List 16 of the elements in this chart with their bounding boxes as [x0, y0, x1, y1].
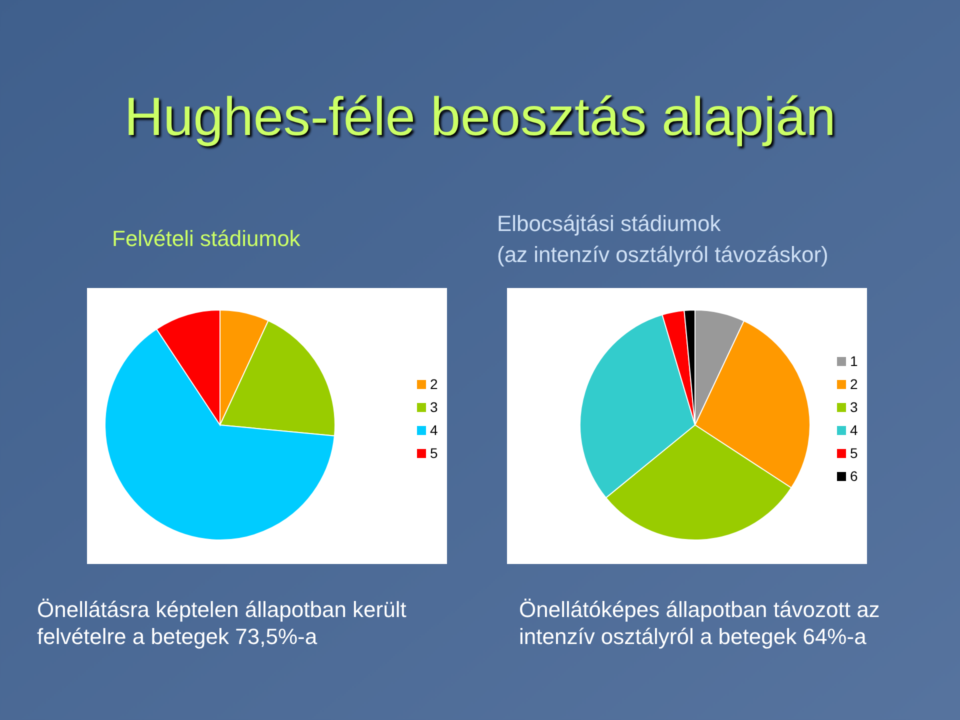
legend-label: 3	[430, 399, 438, 415]
chart-subtitle: (az intenzív osztályról távozáskor)	[497, 242, 828, 267]
chart-title: Felvételi stádiumok	[112, 226, 302, 251]
legend-label: 5	[850, 445, 858, 461]
text: Hughes-féle beosztás alapján	[124, 87, 836, 147]
legend-label: 2	[430, 376, 438, 392]
legend-label: 4	[850, 422, 858, 438]
legend-label: 4	[430, 422, 438, 438]
legend-label: 2	[850, 376, 858, 392]
legend-label: 6	[850, 468, 858, 484]
text: Önellátóképes állapotban távozott az intenzív osztályról a betegek 64%-a	[519, 597, 880, 649]
legend-label: 3	[850, 399, 858, 415]
legend-label: 1	[850, 353, 858, 369]
legend-label: 5	[430, 445, 438, 461]
text: Önellátásra képtelen állapotban került felvételre a betegek 73,5%-a	[37, 597, 406, 649]
chart-title: Elbocsájtási stádiumok	[497, 211, 722, 236]
